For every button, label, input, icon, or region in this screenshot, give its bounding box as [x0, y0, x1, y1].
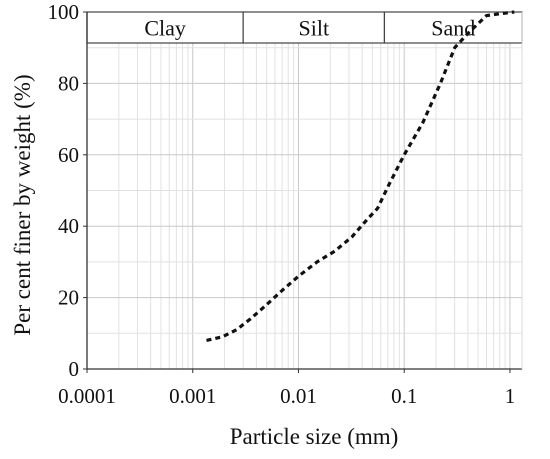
y-tick-label: 80 — [58, 71, 79, 95]
y-tick-label: 0 — [69, 357, 80, 381]
x-tick-label: 1 — [505, 384, 516, 408]
grading-curve — [206, 10, 515, 342]
y-tick-label: 20 — [58, 286, 79, 310]
band-sand-label: Sand — [431, 16, 475, 41]
x-tick-label: 0.1 — [391, 384, 417, 408]
axes: 0 20 40 60 80 100 0.0001 0.001 0.01 0.1 1 — [48, 0, 523, 408]
x-tick-label: 0.001 — [169, 384, 216, 408]
y-tick-label: 100 — [48, 0, 80, 24]
band-silt-label: Silt — [299, 16, 330, 41]
y-tick-label: 60 — [58, 143, 79, 167]
band-clay-label: Clay — [144, 16, 186, 41]
band-silt-box — [242, 11, 386, 44]
soil-class-bands: Clay Silt Sand — [86, 11, 523, 44]
grid — [86, 42, 522, 369]
y-tick-label: 40 — [58, 214, 79, 238]
y-axis-title: Per cent finer by weight (%) — [10, 74, 35, 335]
x-tick-label: 0.01 — [280, 384, 317, 408]
x-axis-title: Particle size (mm) — [230, 424, 399, 449]
x-tick-label: 0.0001 — [58, 384, 116, 408]
grading-curve-line — [206, 10, 515, 342]
